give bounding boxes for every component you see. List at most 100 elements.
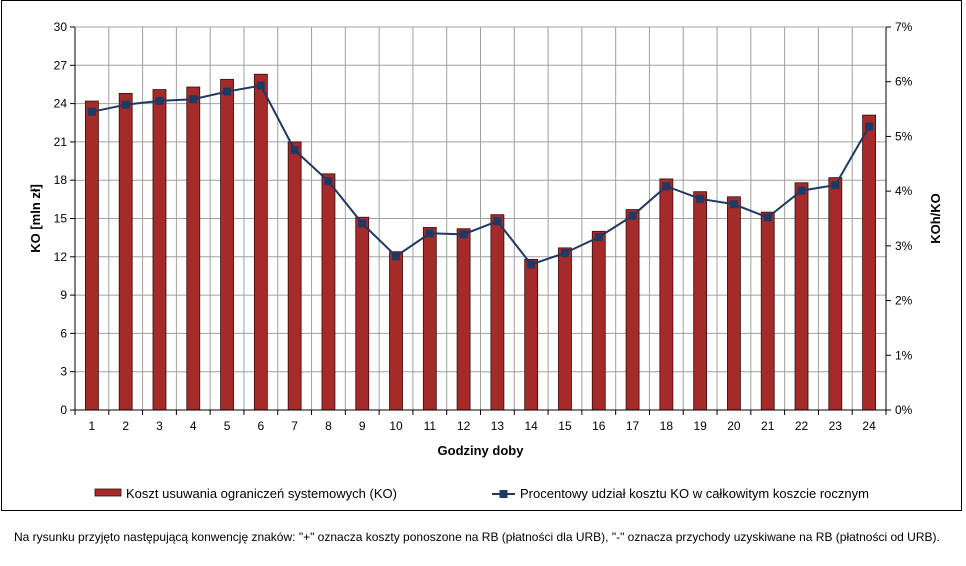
- y-tick-label: 12: [54, 250, 68, 264]
- bar: [625, 209, 640, 411]
- bar: [321, 173, 336, 411]
- x-tick-label: 20: [727, 419, 741, 433]
- line-point: [189, 95, 198, 104]
- line-point: [425, 229, 434, 238]
- line-point: [121, 100, 130, 109]
- y-tick-label: 6: [60, 326, 67, 340]
- bar: [727, 196, 741, 411]
- x-tick-label: 1: [89, 419, 96, 433]
- x-tick-label: 5: [224, 419, 231, 433]
- legend-bar-label: Koszt usuwania ograniczeń systemowych (K…: [126, 486, 397, 501]
- legend-line-marker: [499, 490, 508, 498]
- x-tick-label: 8: [325, 419, 332, 433]
- line-point: [358, 219, 367, 228]
- x-axis-title: Godziny doby: [438, 443, 525, 458]
- line-point: [392, 252, 401, 261]
- x-tick-label: 2: [122, 419, 129, 433]
- x-tick-label: 3: [156, 419, 163, 433]
- line-point: [560, 248, 569, 257]
- bar: [287, 141, 302, 411]
- line-series: [87, 81, 874, 269]
- x-tick-label: 23: [829, 419, 843, 433]
- y-tick-label: 3: [60, 365, 67, 379]
- x-tick-label: 6: [258, 419, 265, 433]
- series-line: [91, 84, 870, 266]
- x-tick-label: 12: [457, 419, 471, 433]
- bar: [422, 227, 437, 411]
- y2-axis-title: KOh/KO: [928, 193, 943, 244]
- bar: [84, 100, 99, 411]
- bar-series: [84, 73, 877, 411]
- bar: [118, 92, 133, 411]
- y-tick-label: 21: [54, 135, 68, 149]
- x-tick-label: 9: [359, 419, 366, 433]
- y-tick-label: 18: [54, 173, 68, 187]
- bar: [862, 114, 877, 411]
- bar: [828, 177, 843, 411]
- y-axis-title: KO [mln zł]: [28, 184, 43, 253]
- line-point: [594, 233, 603, 242]
- axes: [70, 26, 891, 415]
- bar: [591, 230, 606, 411]
- line-point: [831, 181, 840, 190]
- line-point: [696, 194, 705, 203]
- x-tick-label: 10: [389, 419, 403, 433]
- bar: [389, 251, 403, 411]
- line-point: [223, 87, 232, 96]
- x-tick-label: 15: [558, 419, 572, 433]
- bar: [152, 89, 167, 411]
- x-tick-label: 13: [491, 419, 505, 433]
- bar: [220, 78, 234, 411]
- x-tick-label: 11: [424, 419, 437, 433]
- x-tick-label: 7: [291, 419, 298, 433]
- bar: [794, 182, 809, 411]
- legend: Koszt usuwania ograniczeń systemowych (K…: [94, 486, 869, 501]
- line-point: [729, 200, 738, 209]
- y2-tick-label: 4%: [895, 184, 913, 198]
- line-point: [290, 146, 299, 155]
- line-point: [493, 217, 502, 226]
- y2-tick-label: 7%: [895, 20, 913, 34]
- bar: [490, 214, 505, 411]
- chart-frame: 0 3 6 9 12 15 18 21 24 27 30 0% 1% 2% 3% 4% 5% 6% 7% 1 2 3 4 5 6…: [1, 0, 962, 511]
- bar: [693, 191, 708, 411]
- y-tick-label: 24: [54, 97, 68, 111]
- bar: [760, 211, 775, 411]
- y-tick-label: 9: [60, 288, 67, 302]
- y2-tick-label: 2%: [895, 294, 913, 308]
- x-tick-label: 19: [693, 419, 707, 433]
- x-tick-label: 4: [190, 419, 197, 433]
- x-tick-label: 17: [626, 419, 640, 433]
- y-tick-label: 15: [54, 212, 68, 226]
- bar: [186, 86, 201, 411]
- x-tick-label: 18: [660, 419, 674, 433]
- line-point: [459, 230, 468, 239]
- line-point: [763, 213, 772, 222]
- line-point: [662, 182, 671, 191]
- y2-tick-label: 0%: [895, 403, 913, 417]
- bar: [659, 178, 674, 411]
- bar: [524, 258, 539, 411]
- y2-tick-label: 5%: [895, 129, 913, 143]
- legend-bar-swatch: [94, 488, 122, 497]
- line-point: [527, 260, 536, 269]
- y2-tick-label: 6%: [895, 75, 913, 89]
- legend-line-label: Procentowy udział kosztu KO w całkowitym…: [520, 486, 869, 501]
- x-tick-label: 21: [761, 419, 775, 433]
- line-point: [256, 81, 265, 90]
- bar: [355, 216, 370, 411]
- y-tick-label: 30: [54, 20, 68, 34]
- bar: [558, 247, 572, 411]
- x-tick-label: 14: [525, 419, 539, 433]
- y-tick-label: 27: [54, 58, 68, 72]
- y-tick-label: 0: [60, 403, 67, 417]
- line-point: [628, 211, 637, 220]
- footnote: Na rysunku przyjęto następującą konwencj…: [14, 530, 940, 544]
- x-tick-label: 24: [862, 419, 876, 433]
- x-tick-label: 16: [592, 419, 606, 433]
- line-point: [797, 186, 806, 195]
- line-point: [865, 122, 874, 131]
- line-point: [87, 107, 96, 116]
